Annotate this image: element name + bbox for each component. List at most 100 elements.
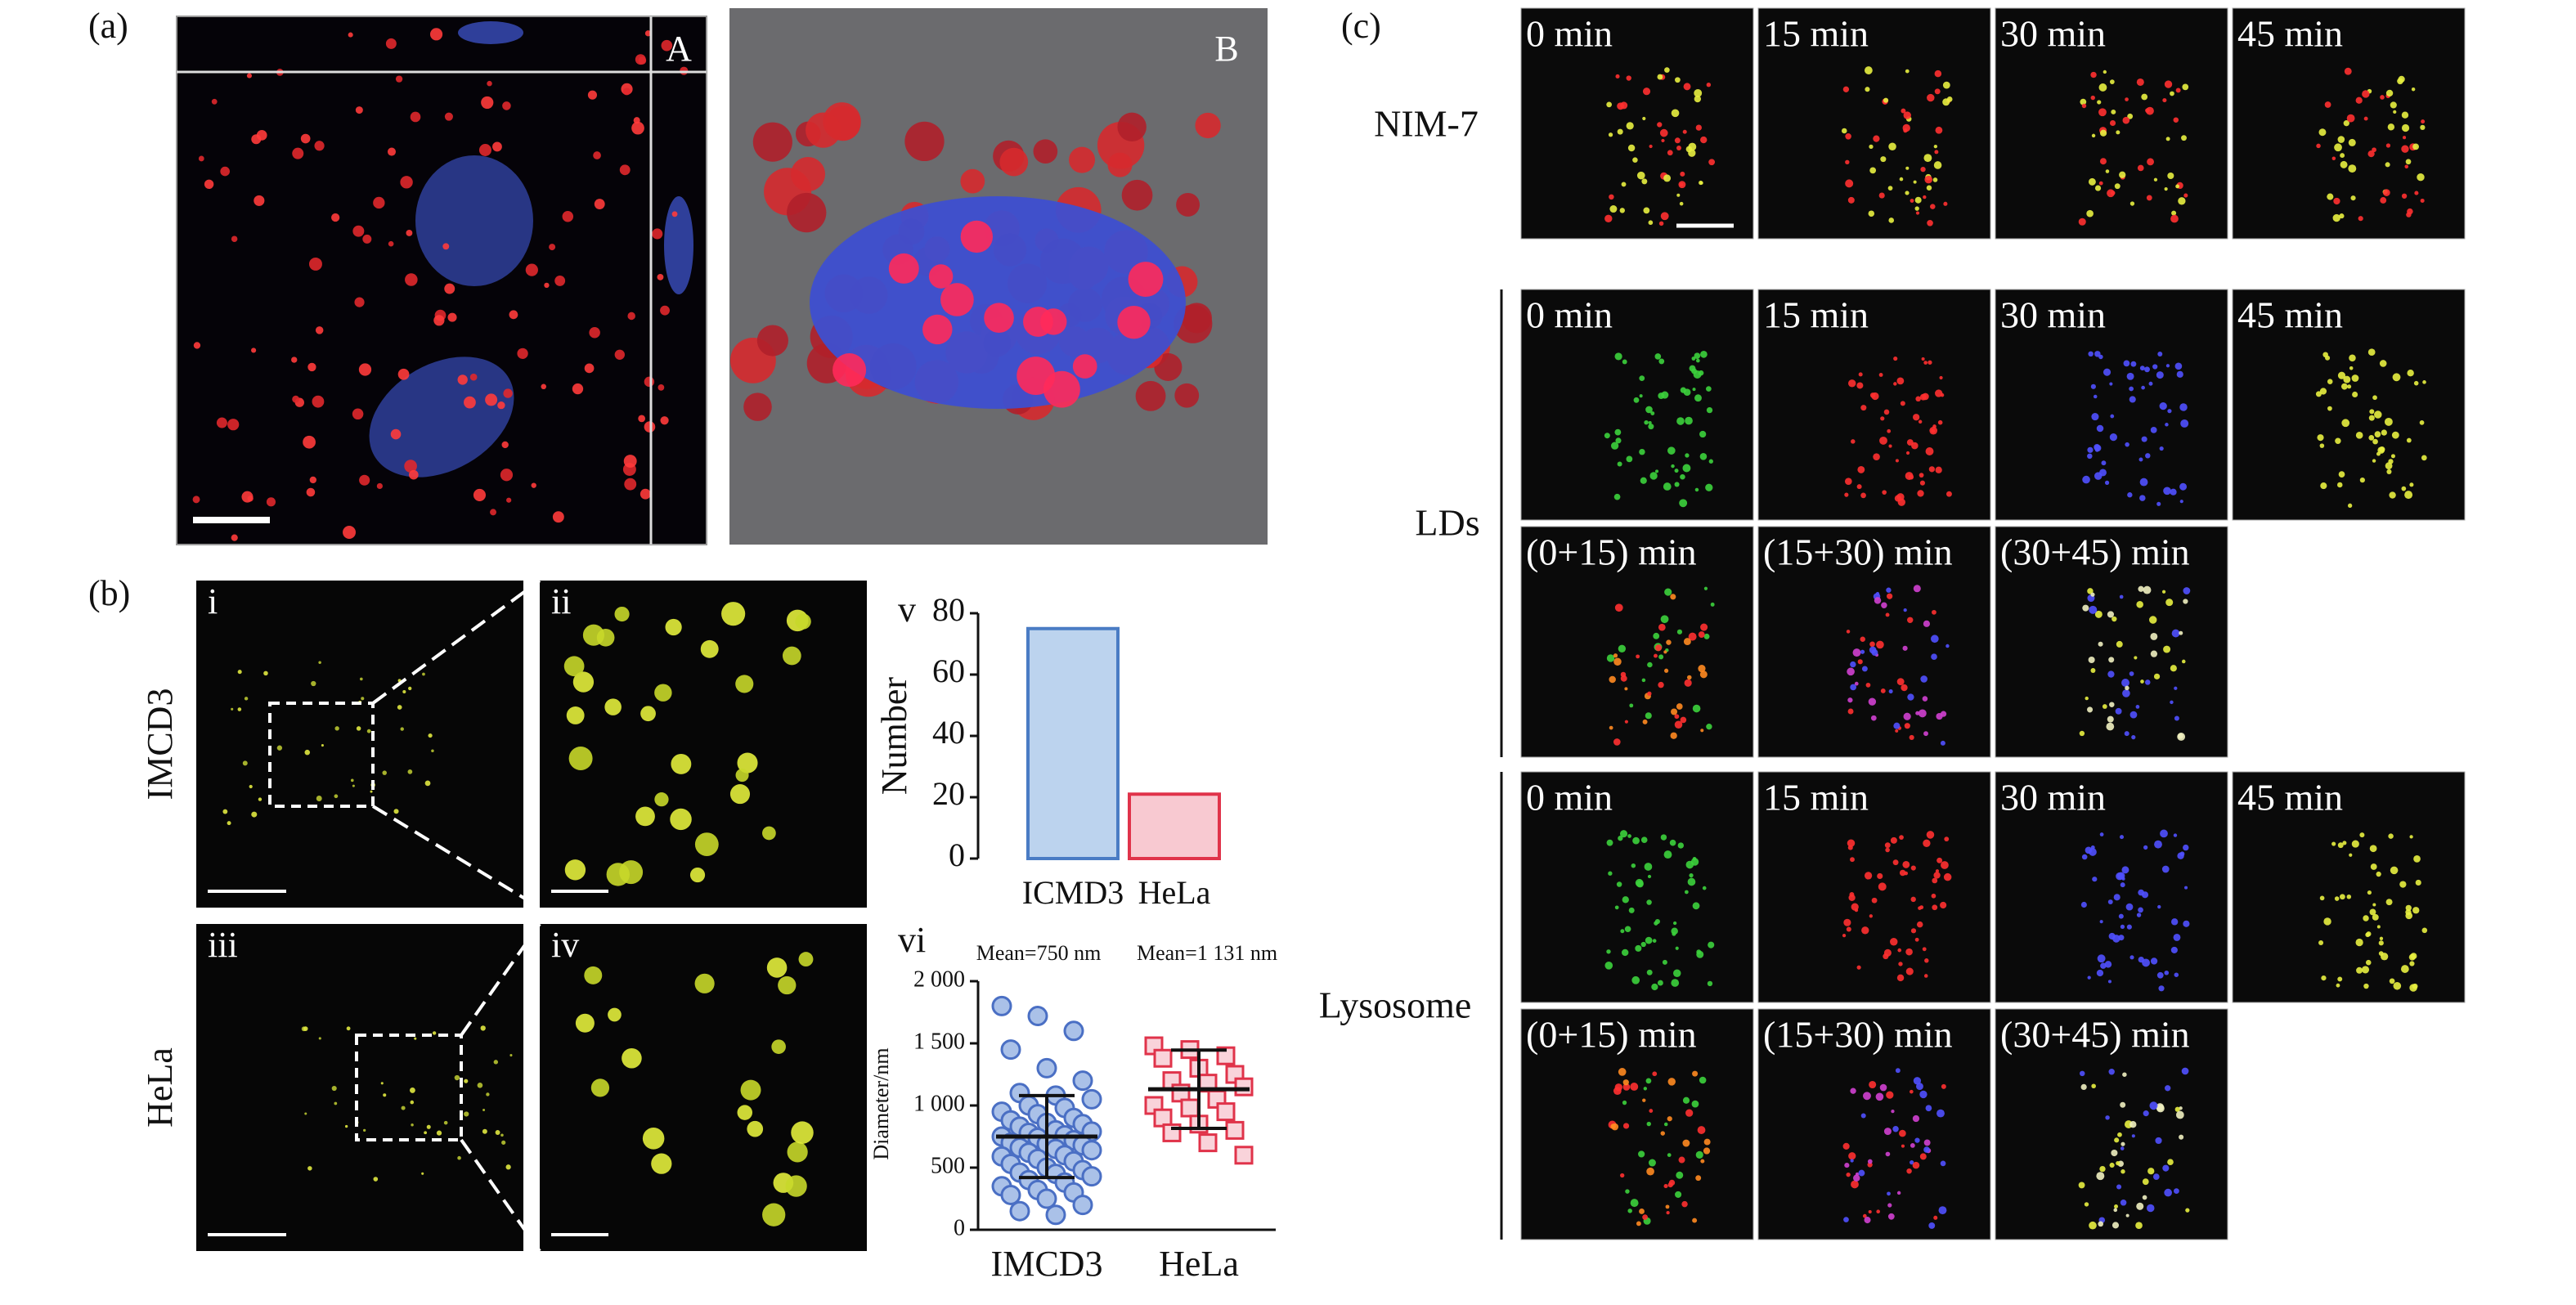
particle [2347,384,2352,389]
data-point [1234,1077,1254,1096]
particle [316,796,322,801]
particle [204,179,214,189]
particle [1620,929,1625,934]
particle [1847,845,1853,850]
particle [999,147,1029,177]
particle [638,415,646,423]
particle [1674,137,1681,144]
bar [1128,792,1221,860]
particle [1700,1159,1705,1164]
particle [762,1203,786,1227]
particle [1883,409,1890,415]
particle [2369,908,2376,916]
image-label: iii [208,925,238,965]
particle [1676,193,1681,197]
particle [2135,1222,2143,1230]
particle [1686,675,1692,680]
particle [370,790,373,793]
particle [2409,961,2415,966]
particle [2141,436,2147,442]
particle [2338,471,2345,478]
particle [2089,1221,2097,1230]
particle [1671,927,1678,935]
particle [354,297,365,307]
particle [651,1153,672,1174]
particle [2343,120,2349,127]
particle [1663,1122,1668,1127]
particle [1846,1172,1851,1177]
particle [1924,958,1929,963]
particle [904,121,945,162]
particle [2129,201,2135,206]
particle [2363,915,2369,922]
data-point [1000,1039,1021,1061]
particle [464,1111,469,1117]
particle [660,305,670,316]
particle [469,373,478,381]
particle [1691,357,1696,361]
particle [2173,117,2179,123]
particle [1016,357,1056,396]
particle [258,797,263,801]
particle [1923,361,1928,365]
particle [388,240,394,247]
particle [2393,110,2397,114]
particle [1703,1147,1711,1155]
particle [694,973,715,993]
particle [1913,585,1921,593]
particle [211,98,218,105]
particle [2179,403,2188,411]
particle [1672,921,1677,926]
particle [1928,1222,1936,1229]
particle [2109,382,2113,386]
particle [2147,1168,2155,1175]
particle [2136,913,2142,917]
particle [1913,180,1917,184]
particle [1660,212,1669,221]
particle [1649,472,1658,480]
particle [1620,675,1627,682]
particle [1675,77,1681,83]
particle [1919,473,1924,478]
particle [1604,214,1613,223]
particle [1680,171,1685,177]
particle [2363,116,2368,121]
particle [2138,907,2143,913]
particle [1694,352,1701,359]
particle [2143,585,2152,594]
particle [2150,427,2157,433]
particle [1888,444,1892,448]
particle [1896,678,1905,686]
particle [1903,608,1907,612]
particle [2109,1162,2115,1168]
particle [1671,979,1680,987]
particle [1614,428,1622,436]
particle [1913,414,1920,421]
particle [1645,406,1653,414]
particle [1694,88,1703,97]
micrograph [1757,7,1991,240]
particle [2409,835,2413,839]
particle [1670,732,1677,739]
particle [2120,1200,2127,1206]
particle [2087,588,2094,594]
particle [1933,1215,1938,1220]
particle [2175,184,2180,189]
particle [787,1141,808,1163]
particle [443,1120,448,1125]
particle [737,1105,753,1120]
particle [1609,675,1616,684]
row-label: LDs [1415,502,1479,544]
particle [1942,81,1950,89]
micrograph [1520,771,1754,1003]
particle [1663,482,1672,491]
particle [2146,195,2152,201]
particle [1658,654,1664,660]
particle [1905,451,1910,455]
particle [1694,487,1699,492]
time-label: 30 min [2000,13,2106,55]
particle [1847,667,1855,676]
particle [2094,472,2103,480]
particle [2115,707,2122,715]
particle [2085,696,2089,701]
